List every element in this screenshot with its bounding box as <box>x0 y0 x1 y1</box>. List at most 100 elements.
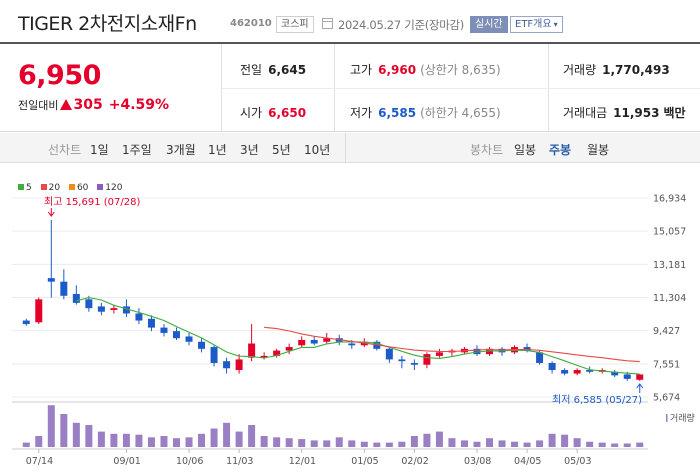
candle-body <box>72 294 80 303</box>
volume-bar <box>435 431 443 447</box>
legend-swatch <box>40 184 47 190</box>
change-label: 전일대비 <box>18 99 59 112</box>
volume-bar <box>498 440 506 447</box>
candle-body <box>586 370 594 372</box>
prev-value: 6,645 <box>268 63 307 77</box>
amount-label: 거래대금 <box>563 106 608 120</box>
stock-name: TIGER 2차전지소재Fn <box>18 13 197 35</box>
candle-body <box>310 339 318 344</box>
volume-bar <box>260 436 268 447</box>
change-value: 305 <box>73 97 103 113</box>
period-bar: 선차트 1일 1주일 3개월 1년 3년 5년 10년 봉차트 일봉 주봉 월봉 <box>0 133 700 163</box>
candle-body <box>47 278 55 282</box>
candle-chart[interactable]: 16,934 15,057 13,181 11,304 9,427 7,551 5,674 최… <box>0 175 700 475</box>
candle-body <box>35 299 43 323</box>
amount-value: 11,953 <box>613 106 660 120</box>
volume-bar <box>97 431 105 447</box>
candle-body <box>210 347 218 363</box>
volume-value: 1,770,493 <box>602 63 670 77</box>
candle-weekly[interactable]: 주봉 <box>549 143 572 157</box>
volume-bar <box>310 440 318 447</box>
period-5y[interactable]: 5년 <box>272 143 291 157</box>
volume-bar <box>60 414 68 447</box>
y-tick-label: 15,057 <box>653 227 686 238</box>
y-tick-label: 13,181 <box>653 260 686 271</box>
etf-info-dropdown[interactable]: ETF개요 ▾ <box>510 16 563 33</box>
volume-bar <box>348 440 356 447</box>
x-tick-label: 01/05 <box>351 456 378 467</box>
volume-bar <box>122 433 130 447</box>
low-value: 6,585 <box>378 106 417 120</box>
divider <box>222 88 700 89</box>
volume-bar <box>398 441 406 447</box>
amount-unit: 백만 <box>663 106 686 120</box>
volume-bar <box>35 436 43 447</box>
current-price-panel: 6,950 전일대비 305 +4.59% <box>0 44 222 132</box>
market-badge: 코스피 <box>276 16 314 33</box>
volume-bar <box>160 436 168 447</box>
period-1d[interactable]: 1일 <box>90 143 109 157</box>
x-tick-label: 11/03 <box>226 456 253 467</box>
y-tick-label: 11,304 <box>653 293 686 304</box>
etf-info-label: ETF개요 <box>515 19 552 30</box>
candle-body <box>22 320 30 325</box>
volume-bar <box>536 440 544 447</box>
period-1w[interactable]: 1주일 <box>122 143 152 157</box>
max-arrow <box>47 208 55 217</box>
volume-bar <box>335 437 343 447</box>
open-price: 시가 6,650 <box>240 104 306 121</box>
up-triangle-icon <box>60 99 73 110</box>
candle-body <box>223 361 231 369</box>
low-price: 저가 6,585 (하한가 4,655) <box>350 104 501 121</box>
volume-bar <box>22 442 30 447</box>
volume-bar <box>473 441 481 447</box>
candle-body <box>248 343 256 358</box>
min-price-label: 최저 6,585 (05/27) <box>552 394 642 406</box>
trade-amount: 거래대금 11,953 백만 <box>563 104 686 121</box>
candle-body <box>435 352 443 356</box>
candle-body <box>110 308 118 310</box>
volume-label: 거래량 <box>563 63 597 77</box>
volume-bar <box>511 441 519 447</box>
header: TIGER 2차전지소재Fn 462010 코스피 2024.05.27 기준(… <box>0 0 700 42</box>
candle-body <box>160 327 168 333</box>
calendar-icon <box>322 18 333 29</box>
candle-body <box>198 341 206 349</box>
volume-legend-mark <box>666 414 668 422</box>
volume-bar <box>373 442 381 447</box>
legend-label: 20 <box>48 183 61 193</box>
realtime-button[interactable]: 실시간 <box>470 16 508 33</box>
legend-label: 5 <box>26 183 32 193</box>
high-label: 고가 <box>350 63 373 77</box>
candle-body <box>561 370 569 374</box>
low-label: 저가 <box>350 106 373 120</box>
volume-bar <box>72 422 80 447</box>
candle-monthly[interactable]: 월봉 <box>587 143 610 157</box>
volume-bar <box>423 433 431 447</box>
candle-body <box>423 354 431 365</box>
chart-legend: 5 20 60 120 <box>18 183 128 193</box>
candle-body <box>85 299 93 309</box>
min-arrow <box>636 383 644 393</box>
volume-bar <box>410 436 418 447</box>
volume-label: 거래량 <box>670 412 695 424</box>
candle-body <box>385 348 393 360</box>
x-tick-label: 03/08 <box>464 456 491 467</box>
period-3m[interactable]: 3개월 <box>166 143 196 157</box>
period-10y[interactable]: 10년 <box>304 143 331 157</box>
high-price: 고가 6,960 (상한가 8,635) <box>350 61 501 78</box>
period-1y[interactable]: 1년 <box>208 143 227 157</box>
volume-bar <box>285 438 293 447</box>
legend-swatch <box>68 184 75 190</box>
volume-bar <box>185 437 193 447</box>
candle-body <box>523 347 531 351</box>
candle-chart-title: 봉차트 <box>470 143 504 157</box>
volume-bar <box>110 433 118 447</box>
price-summary: 6,950 전일대비 305 +4.59% 전일 6,645 시가 6,650 고가 6,… <box>0 42 700 132</box>
x-tick-label: 12/01 <box>289 456 316 467</box>
volume-bar <box>198 433 206 447</box>
candle-daily[interactable]: 일봉 <box>514 143 537 157</box>
x-tick-label: 05/03 <box>564 456 591 467</box>
volume-bar <box>85 425 93 447</box>
period-3y[interactable]: 3년 <box>240 143 259 157</box>
